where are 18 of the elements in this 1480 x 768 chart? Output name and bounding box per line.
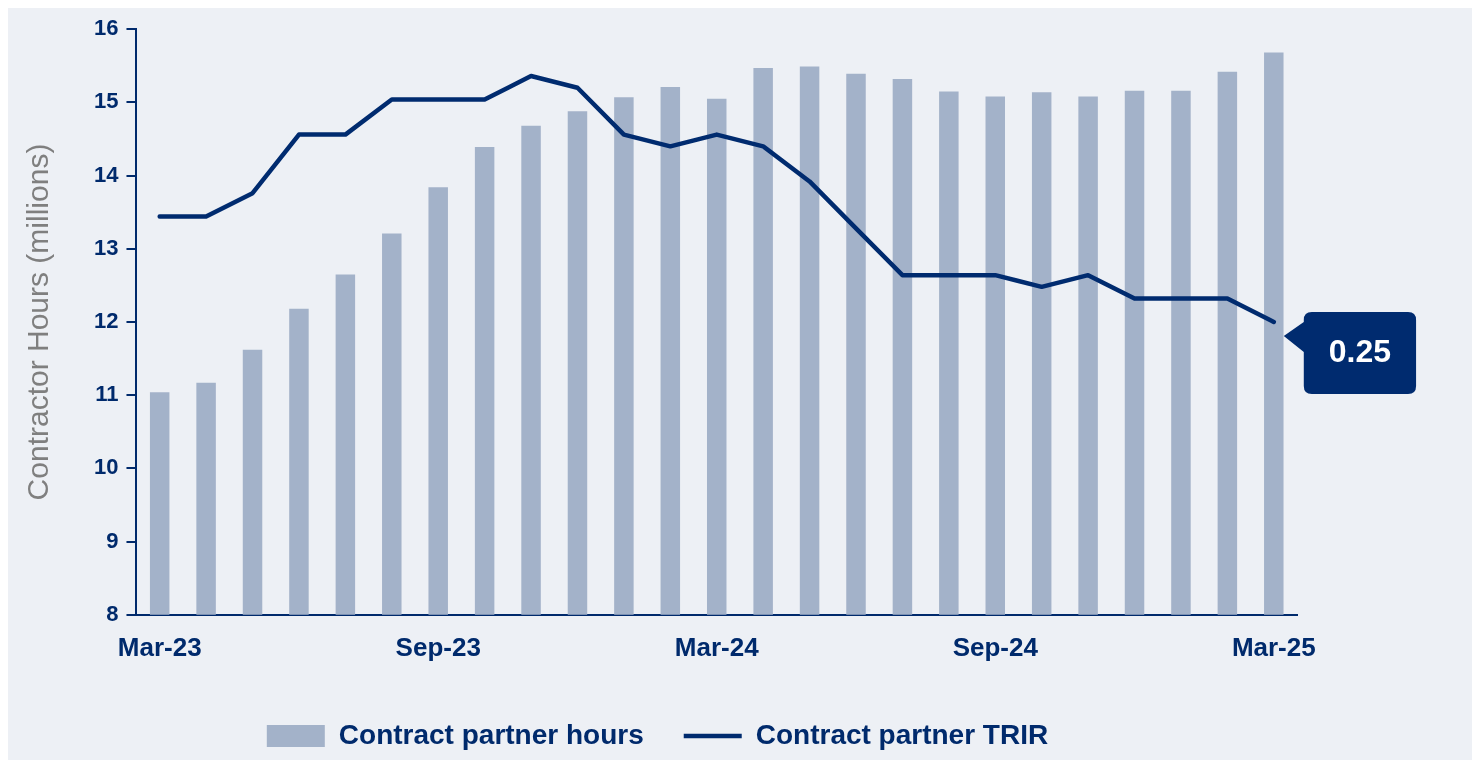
y-tick-label: 16	[93, 15, 119, 41]
y-tick-label: 14	[93, 161, 120, 187]
y-tick-label: 8	[106, 600, 119, 626]
x-tick-label: Mar-24	[674, 631, 760, 662]
x-tick-label: Mar-25	[1231, 631, 1316, 662]
data-label: 0.25	[1328, 332, 1392, 369]
y-tick-label: 12	[93, 308, 119, 334]
y-axis-title: Contractor Hours (millions)	[21, 143, 55, 501]
y-tick-label: 15	[93, 88, 119, 114]
y-tick-label: 11	[95, 381, 119, 407]
legend-label: Contract partner TRIR	[755, 718, 1049, 750]
y-tick-label: 9	[106, 527, 119, 553]
x-tick-label: Sep-23	[395, 631, 481, 662]
y-tick-label: 10	[93, 454, 119, 480]
legend-label: Contract partner hours	[338, 718, 644, 750]
x-tick-label: Mar-23	[117, 631, 202, 662]
x-tick-label: Sep-24	[952, 631, 1039, 662]
y-tick-label: 13	[93, 234, 119, 260]
